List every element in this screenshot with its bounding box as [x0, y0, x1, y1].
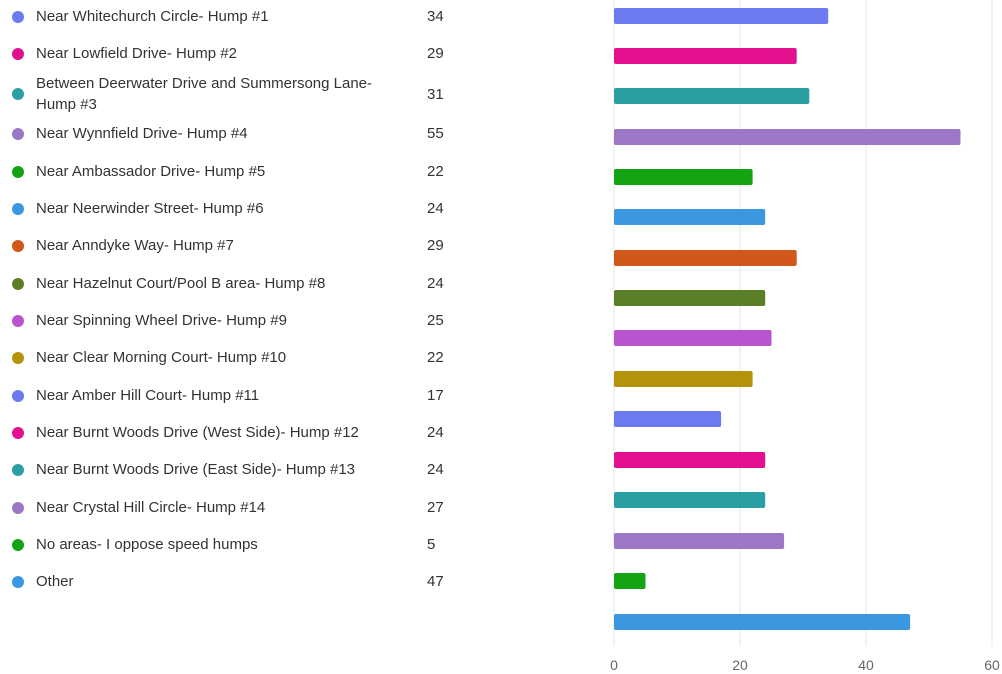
- bar-16: [614, 614, 911, 630]
- legend-dot: [12, 10, 24, 23]
- x-tick-label: 40: [858, 657, 874, 673]
- x-tick-label: 20: [732, 657, 748, 673]
- bar-1: [614, 8, 829, 24]
- legend: Near Whitechurch Circle- Hump #1 34 Near L…: [0, 0, 470, 674]
- legend-count: 29: [427, 237, 444, 254]
- legend-dot: [12, 463, 24, 476]
- legend-dot: [12, 351, 24, 364]
- legend-count: 22: [427, 349, 444, 366]
- bar-14: [614, 533, 785, 549]
- legend-count: 29: [427, 45, 444, 62]
- legend-label: Near Lowfield Drive- Hump #2: [36, 45, 237, 62]
- bar-8: [614, 290, 766, 306]
- legend-count: 25: [427, 312, 444, 329]
- legend-count: 5: [427, 536, 436, 553]
- legend-dot: [12, 426, 24, 439]
- bar-9: [614, 330, 772, 346]
- bar-13: [614, 492, 766, 508]
- legend-count: 22: [427, 163, 444, 180]
- legend-count: 55: [427, 125, 444, 142]
- legend-count: 17: [427, 387, 444, 404]
- bar-10: [614, 371, 753, 387]
- legend-label: Near Ambassador Drive- Hump #5: [36, 163, 266, 180]
- bar-12: [614, 452, 766, 468]
- bar-4: [614, 129, 961, 145]
- legend-count: 34: [427, 8, 444, 25]
- legend-dot: [12, 389, 24, 402]
- legend-label: Near Burnt Woods Drive (West Side)- Hump…: [36, 424, 359, 441]
- legend-dot: [12, 88, 24, 100]
- legend-label: Near Amber Hill Court- Hump #11: [36, 387, 260, 404]
- bar-3: [614, 88, 810, 104]
- bar-5: [614, 169, 753, 185]
- legend-label: No areas- I oppose speed humps: [36, 536, 258, 553]
- legend-dot: [12, 501, 24, 514]
- legend-count: 24: [427, 424, 444, 441]
- legend-dot: [12, 575, 24, 588]
- legend-label: Near Neerwinder Street- Hump #6: [36, 200, 264, 217]
- legend-label: Near Hazelnut Court/Pool B area- Hump #8: [36, 275, 326, 292]
- bar-7: [614, 250, 797, 266]
- legend-dot: [12, 47, 24, 60]
- bar-2: [614, 48, 797, 64]
- bar-11: [614, 411, 722, 427]
- legend-count: 24: [427, 200, 444, 217]
- legend-dot: [12, 277, 24, 290]
- legend-dot: [12, 538, 24, 551]
- legend-dot: [12, 314, 24, 327]
- legend-dot: [12, 165, 24, 178]
- legend-count: 27: [427, 499, 444, 516]
- legend-count: 47: [427, 573, 444, 590]
- x-tick-label: 0: [610, 657, 618, 673]
- bar-6: [614, 209, 766, 225]
- legend-label: Near Crystal Hill Circle- Hump #14: [36, 499, 266, 516]
- legend-label: Near Wynnfield Drive- Hump #4: [36, 125, 248, 142]
- bar-15: [614, 573, 646, 589]
- legend-label: Other: [36, 573, 74, 590]
- legend-label: Near Clear Morning Court- Hump #10: [36, 349, 287, 366]
- legend-label: Near Spinning Wheel Drive- Hump #9: [36, 312, 287, 329]
- legend-count: 24: [427, 275, 444, 292]
- legend-label: Near Anndyke Way- Hump #7: [36, 237, 234, 254]
- legend-label: Near Burnt Woods Drive (East Side)- Hump…: [36, 461, 356, 478]
- legend-label: Near Whitechurch Circle- Hump #1: [36, 8, 269, 25]
- legend-label: Between Deerwater Drive and Summersong L…: [36, 75, 372, 113]
- legend-dot: [12, 202, 24, 215]
- legend-count: 31: [427, 85, 444, 103]
- legend-count: 24: [427, 461, 444, 478]
- legend-dot: [12, 239, 24, 252]
- legend-dot: [12, 127, 24, 140]
- x-tick-label: 60: [984, 657, 1000, 673]
